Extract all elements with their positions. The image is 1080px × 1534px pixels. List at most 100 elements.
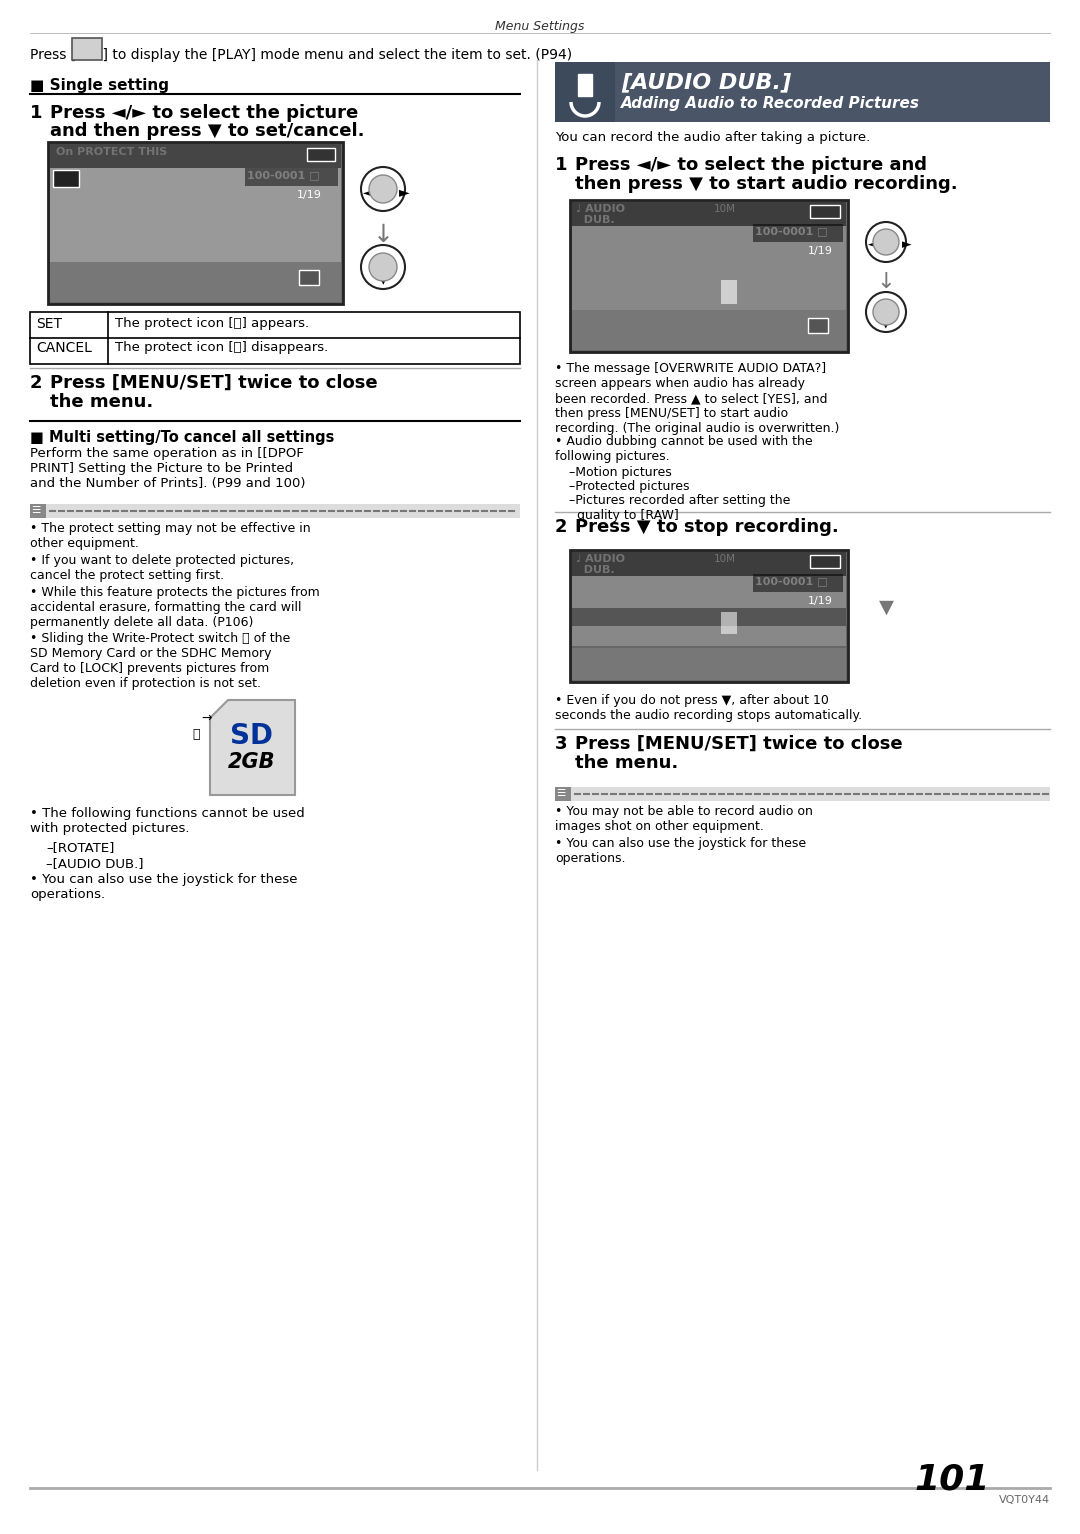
Text: Press [MENU/SET] twice to close: Press [MENU/SET] twice to close: [575, 735, 903, 753]
Bar: [48, 143, 343, 304]
Text: ▼: ▼: [878, 598, 893, 617]
Circle shape: [361, 167, 405, 212]
Bar: [578, 74, 592, 97]
Text: SET: SET: [300, 272, 313, 278]
Bar: [572, 552, 846, 646]
Text: ◄: ◄: [363, 186, 374, 199]
Text: ███: ███: [812, 555, 835, 566]
Text: SET: SET: [78, 46, 96, 55]
Bar: [572, 647, 846, 680]
Bar: [572, 202, 846, 310]
Circle shape: [873, 229, 899, 255]
Text: EXIT: EXIT: [789, 327, 816, 336]
Text: START▼: START▼: [576, 327, 621, 336]
Bar: [572, 552, 846, 575]
Bar: [30, 311, 519, 364]
Text: ■ Single setting: ■ Single setting: [30, 78, 168, 94]
Circle shape: [369, 253, 397, 281]
Text: ▼: ▼: [881, 316, 891, 328]
Bar: [299, 270, 319, 285]
Circle shape: [873, 299, 899, 325]
Text: • Sliding the Write-Protect switch Ⓐ of the
SD Memory Card or the SDHC Memory
Ca: • Sliding the Write-Protect switch Ⓐ of …: [30, 632, 291, 690]
Text: SET/CANCEL▼: SET/CANCEL▼: [56, 278, 140, 288]
Bar: [570, 551, 848, 683]
Text: • The message [OVERWRITE AUDIO DATA?]
screen appears when audio has already
been: • The message [OVERWRITE AUDIO DATA?] sc…: [555, 362, 839, 436]
Text: DUB.: DUB.: [576, 215, 615, 225]
Text: ▶▶▶▶▶▶▶▶▶▶▶▶▶▶: ▶▶▶▶▶▶▶▶▶▶▶▶▶▶: [578, 609, 683, 620]
Text: • While this feature protects the pictures from
accidental erasure, formatting t: • While this feature protects the pictur…: [30, 586, 320, 629]
Text: ☰: ☰: [31, 505, 40, 515]
Text: Press ▼ to stop recording.: Press ▼ to stop recording.: [575, 518, 839, 535]
Text: ♩ AUDIO: ♩ AUDIO: [576, 204, 625, 215]
Text: –Pictures recorded after setting the
  quality to [RAW]: –Pictures recorded after setting the qua…: [569, 494, 791, 522]
Text: ►: ►: [902, 238, 912, 252]
Bar: [572, 202, 846, 225]
Text: 10M: 10M: [714, 554, 735, 565]
Text: 100-0001 □: 100-0001 □: [755, 575, 827, 586]
Text: ▼: ▼: [378, 272, 389, 285]
Text: 2GB: 2GB: [228, 752, 275, 772]
Text: • You can also use the joystick for these
operations.: • You can also use the joystick for thes…: [30, 873, 297, 900]
Bar: [572, 310, 846, 350]
Text: • The following functions cannot be used
with protected pictures.: • The following functions cannot be used…: [30, 807, 305, 834]
Text: Menu Settings: Menu Settings: [496, 20, 584, 34]
Text: EXIT: EXIT: [281, 278, 309, 288]
Text: [AUDIO DUB.]: [AUDIO DUB.]: [621, 72, 792, 92]
Text: You can record the audio after taking a picture.: You can record the audio after taking a …: [555, 130, 870, 144]
Text: Press [      ] to display the [PLAY] mode menu and select the item to set. (P94): Press [ ] to display the [PLAY] mode men…: [30, 48, 572, 61]
Text: ◄: ◄: [868, 238, 878, 252]
Bar: [30, 505, 46, 518]
Text: 1/19: 1/19: [297, 190, 322, 199]
Text: –[ROTATE]: –[ROTATE]: [46, 841, 114, 854]
Text: →: →: [201, 712, 212, 726]
Text: 1/19: 1/19: [808, 245, 833, 256]
Text: and then press ▼ to set/cancel.: and then press ▼ to set/cancel.: [50, 123, 365, 140]
Text: 10M: 10M: [714, 204, 735, 215]
Text: SET: SET: [36, 318, 62, 331]
Text: STOP▼: STOP▼: [687, 653, 729, 664]
Bar: [570, 199, 848, 351]
Text: • The protect setting may not be effective in
other equipment.: • The protect setting may not be effecti…: [30, 522, 311, 551]
Circle shape: [369, 175, 397, 202]
Text: ↓: ↓: [877, 272, 895, 291]
Bar: [555, 787, 1050, 801]
Bar: [555, 787, 571, 801]
Text: ►: ►: [399, 186, 409, 199]
Text: ■ Multi setting/To cancel all settings: ■ Multi setting/To cancel all settings: [30, 430, 335, 445]
Bar: [753, 574, 843, 592]
Bar: [50, 144, 341, 169]
Text: ♩ AUDIO: ♩ AUDIO: [576, 554, 625, 565]
Text: MENU: MENU: [78, 38, 96, 44]
Text: 3: 3: [555, 735, 567, 753]
Text: • You can also use the joystick for these
operations.: • You can also use the joystick for thes…: [555, 838, 806, 865]
Bar: [721, 612, 737, 634]
Bar: [50, 144, 341, 262]
Text: 1: 1: [30, 104, 42, 123]
Text: The protect icon [ⓞ] disappears.: The protect icon [ⓞ] disappears.: [114, 341, 328, 354]
Text: the menu.: the menu.: [575, 755, 678, 772]
Text: SD: SD: [230, 723, 273, 750]
Text: • Audio dubbing cannot be used with the
following pictures.: • Audio dubbing cannot be used with the …: [555, 436, 812, 463]
Text: On PROTECT THIS: On PROTECT THIS: [56, 147, 167, 156]
Bar: [53, 170, 79, 187]
Text: 2: 2: [30, 374, 42, 393]
Text: CANCEL: CANCEL: [36, 341, 92, 354]
Text: –Motion pictures: –Motion pictures: [569, 466, 672, 479]
Bar: [72, 38, 102, 60]
Text: the menu.: the menu.: [50, 393, 153, 411]
Text: 100-0001 □: 100-0001 □: [247, 170, 320, 179]
Text: Adding Audio to Recorded Pictures: Adding Audio to Recorded Pictures: [621, 97, 920, 110]
Bar: [810, 555, 840, 568]
Bar: [753, 224, 843, 242]
Text: –[AUDIO DUB.]: –[AUDIO DUB.]: [46, 858, 144, 870]
Text: ↓: ↓: [373, 222, 393, 247]
Text: Perform the same operation as in [[DPOF
PRINT] Setting the Picture to be Printed: Perform the same operation as in [[DPOF …: [30, 446, 306, 489]
Text: ███: ███: [309, 149, 332, 160]
Text: ☰: ☰: [556, 788, 565, 798]
Text: ███: ███: [812, 206, 835, 216]
Text: DUB.: DUB.: [576, 565, 615, 575]
Text: 1/19: 1/19: [808, 597, 833, 606]
Text: The protect icon [ⓞ] appears.: The protect icon [ⓞ] appears.: [114, 318, 309, 330]
Text: SET: SET: [809, 319, 822, 325]
Bar: [721, 281, 737, 304]
